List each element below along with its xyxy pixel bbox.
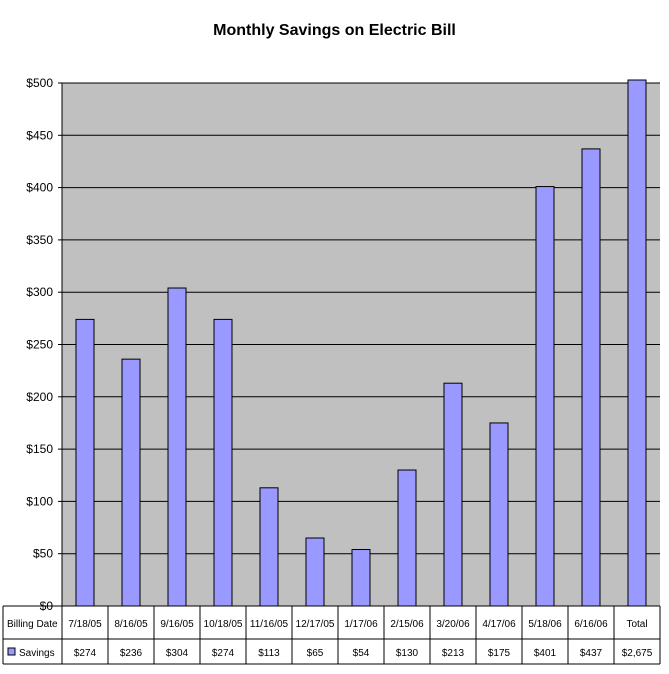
bar [581,148,601,606]
bar [305,537,325,606]
bar [167,287,187,606]
value-label: $113 [258,648,280,659]
table-header-label: Billing Date [7,619,58,630]
y-tick-label: $500 [26,76,53,90]
category-label: 5/18/06 [528,619,562,630]
category-label: 4/17/06 [482,619,516,630]
bar [351,549,371,606]
value-label: $274 [74,648,97,659]
category-label: 1/17/06 [344,619,378,630]
category-label: 7/18/05 [68,619,102,630]
chart-title: Monthly Savings on Electric Bill [213,22,456,39]
category-label: 9/16/05 [160,619,194,630]
value-label: $213 [442,648,465,659]
y-tick-label: $300 [26,285,53,299]
value-label: $65 [307,648,324,659]
value-label: $2,675 [622,648,653,659]
category-label: 12/17/05 [296,619,335,630]
bar [627,79,647,606]
bar [213,318,233,606]
bar [75,318,95,606]
value-label: $304 [166,648,189,659]
y-tick-label: $200 [26,390,53,404]
category-label: 10/18/05 [204,619,243,630]
value-label: $236 [120,648,143,659]
value-label: $401 [534,648,557,659]
bar [259,487,279,606]
legend-key [7,647,16,656]
bar [489,422,509,606]
bar [397,469,417,606]
y-tick-label: $250 [26,338,53,352]
y-tick-label: $400 [26,181,53,195]
bar [535,186,555,606]
category-label: 11/16/05 [250,619,289,630]
category-label: 6/16/06 [574,619,608,630]
value-label: $130 [396,648,419,659]
value-label: $54 [353,648,370,659]
y-tick-label: $450 [26,128,53,142]
value-label: $175 [488,648,511,659]
y-tick-label: $50 [33,547,53,561]
category-label: 3/20/06 [436,619,470,630]
category-label: 8/16/05 [114,619,148,630]
y-tick-label: $150 [26,442,53,456]
y-tick-label: $100 [26,494,53,508]
bar [121,358,141,606]
series-name-label: Savings [19,648,55,659]
bar [443,382,463,606]
category-label: 2/15/06 [390,619,424,630]
value-label: $274 [212,648,235,659]
category-label: Total [626,619,647,630]
value-label: $437 [580,648,603,659]
y-tick-label: $350 [26,233,53,247]
bars-group [75,79,647,606]
